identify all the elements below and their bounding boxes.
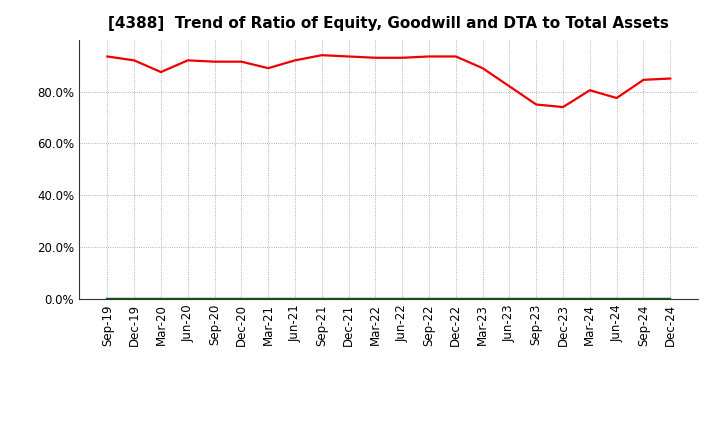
Equity (559, 104, 567, 110)
Goodwill (103, 297, 112, 302)
Goodwill (612, 297, 621, 302)
Deferred Tax Assets (237, 296, 246, 301)
Goodwill (344, 297, 353, 302)
Equity (210, 59, 219, 64)
Equity (103, 54, 112, 59)
Deferred Tax Assets (184, 296, 192, 301)
Deferred Tax Assets (585, 296, 594, 301)
Goodwill (451, 297, 460, 302)
Equity (505, 84, 514, 89)
Deferred Tax Assets (344, 296, 353, 301)
Deferred Tax Assets (559, 296, 567, 301)
Goodwill (532, 297, 541, 302)
Equity (264, 66, 272, 71)
Goodwill (505, 297, 514, 302)
Goodwill (318, 297, 326, 302)
Deferred Tax Assets (451, 296, 460, 301)
Goodwill (130, 297, 138, 302)
Goodwill (398, 297, 407, 302)
Deferred Tax Assets (505, 296, 514, 301)
Equity (398, 55, 407, 60)
Goodwill (264, 297, 272, 302)
Title: [4388]  Trend of Ratio of Equity, Goodwill and DTA to Total Assets: [4388] Trend of Ratio of Equity, Goodwil… (109, 16, 669, 32)
Deferred Tax Assets (532, 296, 541, 301)
Equity (478, 66, 487, 71)
Goodwill (478, 297, 487, 302)
Goodwill (291, 297, 300, 302)
Goodwill (184, 297, 192, 302)
Equity (639, 77, 648, 82)
Equity (451, 54, 460, 59)
Equity (585, 88, 594, 93)
Deferred Tax Assets (291, 296, 300, 301)
Goodwill (585, 297, 594, 302)
Equity (237, 59, 246, 64)
Deferred Tax Assets (264, 296, 272, 301)
Goodwill (666, 297, 675, 302)
Line: Equity: Equity (107, 55, 670, 107)
Goodwill (237, 297, 246, 302)
Goodwill (210, 297, 219, 302)
Goodwill (639, 297, 648, 302)
Equity (318, 52, 326, 58)
Goodwill (559, 297, 567, 302)
Equity (532, 102, 541, 107)
Deferred Tax Assets (639, 296, 648, 301)
Deferred Tax Assets (157, 296, 166, 301)
Deferred Tax Assets (103, 296, 112, 301)
Goodwill (425, 297, 433, 302)
Equity (291, 58, 300, 63)
Deferred Tax Assets (130, 296, 138, 301)
Deferred Tax Assets (478, 296, 487, 301)
Deferred Tax Assets (425, 296, 433, 301)
Goodwill (371, 297, 379, 302)
Equity (371, 55, 379, 60)
Equity (425, 54, 433, 59)
Deferred Tax Assets (612, 296, 621, 301)
Deferred Tax Assets (318, 296, 326, 301)
Equity (666, 76, 675, 81)
Equity (130, 58, 138, 63)
Equity (612, 95, 621, 101)
Equity (157, 70, 166, 75)
Deferred Tax Assets (210, 296, 219, 301)
Deferred Tax Assets (666, 296, 675, 301)
Goodwill (157, 297, 166, 302)
Equity (184, 58, 192, 63)
Equity (344, 54, 353, 59)
Deferred Tax Assets (371, 296, 379, 301)
Deferred Tax Assets (398, 296, 407, 301)
